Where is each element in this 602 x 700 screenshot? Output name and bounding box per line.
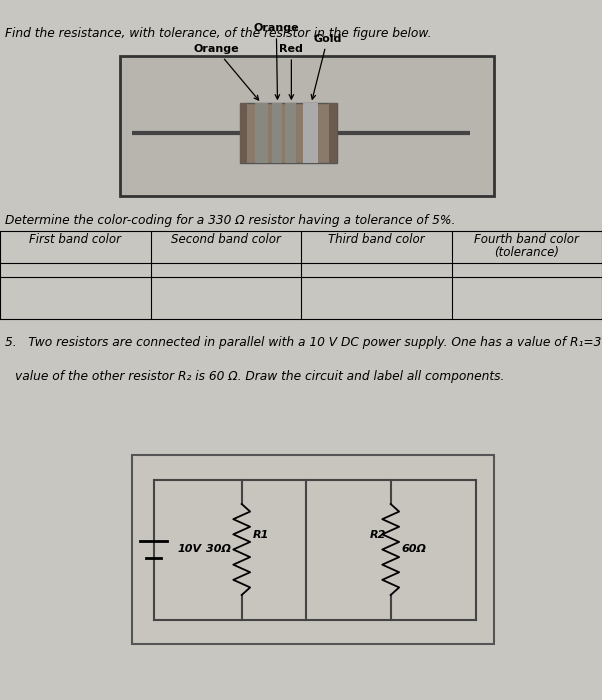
Text: Orange: Orange: [193, 44, 259, 100]
Text: 30Ω: 30Ω: [206, 545, 231, 554]
Text: Gold: Gold: [311, 34, 342, 99]
Text: Orange: Orange: [253, 23, 299, 99]
Text: value of the other resistor R₂ is 60 Ω. Draw the circuit and label all component: value of the other resistor R₂ is 60 Ω. …: [15, 370, 504, 383]
Text: Fourth band color: Fourth band color: [474, 233, 579, 246]
Text: Red: Red: [279, 44, 303, 99]
Text: R2: R2: [370, 531, 386, 540]
Text: Determine the color-coding for a 330 Ω resistor having a tolerance of 5%.: Determine the color-coding for a 330 Ω r…: [5, 214, 455, 227]
Text: 60Ω: 60Ω: [402, 545, 427, 554]
Bar: [240, 103, 337, 163]
Text: Third band color: Third band color: [328, 233, 424, 246]
Bar: [303, 103, 318, 163]
Bar: [285, 103, 296, 163]
Text: (tolerance): (tolerance): [494, 246, 559, 260]
Bar: [132, 455, 494, 644]
Text: Find the resistance, with tolerance, of the resistor in the figure below.: Find the resistance, with tolerance, of …: [5, 27, 431, 40]
Text: Second band color: Second band color: [171, 233, 281, 246]
Text: First band color: First band color: [29, 233, 121, 246]
Text: R1: R1: [253, 531, 269, 540]
Bar: [272, 103, 282, 163]
Bar: [255, 103, 268, 163]
Text: 5.   Two resistors are connected in parallel with a 10 V DC power supply. One ha: 5. Two resistors are connected in parall…: [5, 336, 602, 349]
Bar: [240, 103, 247, 163]
Bar: [329, 103, 337, 163]
Text: 10V: 10V: [178, 545, 202, 554]
Bar: [120, 56, 494, 196]
